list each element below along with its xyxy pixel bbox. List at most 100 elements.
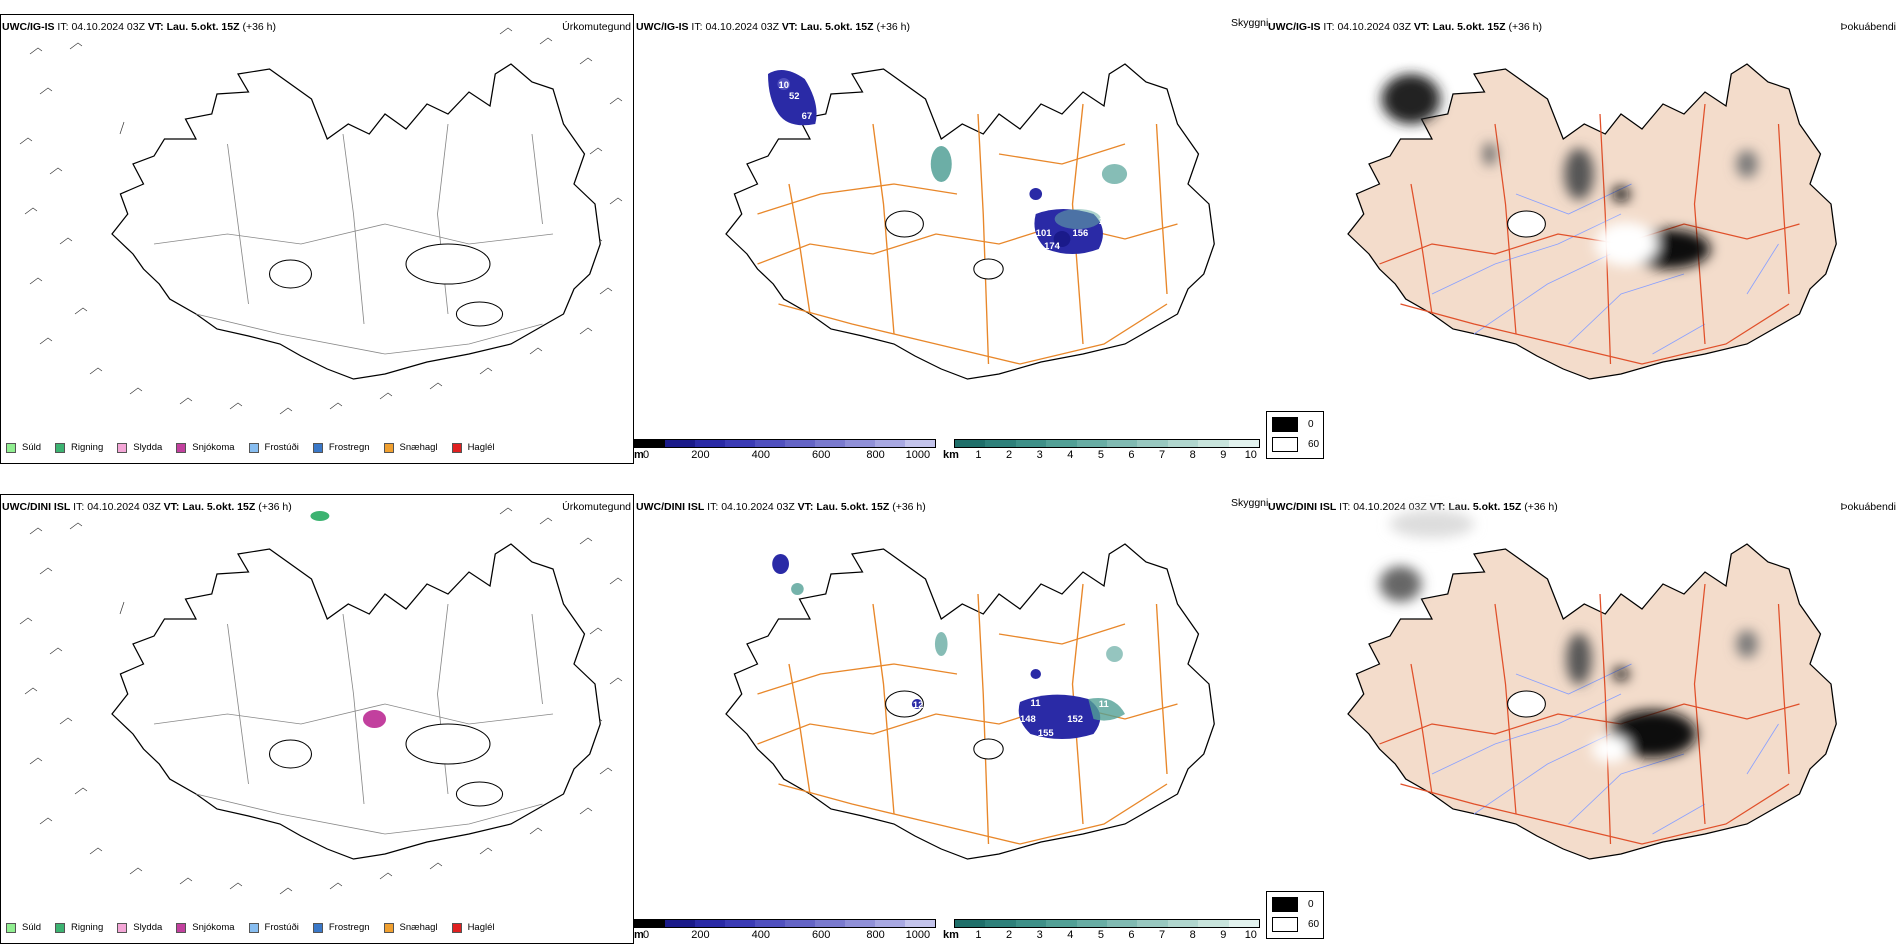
vis-fields	[768, 70, 1128, 254]
legend-item: Súld	[6, 442, 41, 453]
vt-label: VT:	[163, 501, 180, 513]
vis-label: 174	[1044, 241, 1061, 251]
colorbar-ticks: 0 200 400 600 800 1000	[634, 928, 936, 942]
vt-value: Lau. 5.okt. 15Z	[1432, 21, 1506, 33]
roads	[153, 123, 554, 355]
colorbar-cells	[634, 919, 936, 928]
colorbar-unit: km	[943, 449, 959, 461]
vis-fields	[772, 554, 1125, 739]
tick-label: 0	[643, 929, 650, 941]
legend-label: Snjókoma	[192, 922, 235, 933]
colorbar-ticks: 1 2 3 4 5 6 7 8 9 10	[954, 448, 1260, 462]
colorbar-cells	[954, 439, 1260, 448]
legend-label: Frostregn	[328, 922, 370, 933]
rain-area	[310, 511, 330, 521]
tick-label: 600	[812, 449, 831, 461]
panel-title: Skyggni	[1231, 17, 1269, 29]
vis-label: 67	[802, 111, 813, 121]
tick-label: 1	[975, 449, 982, 461]
vis-label: 12	[913, 700, 924, 710]
vt-label: VT:	[1429, 501, 1446, 513]
panel-frame	[0, 494, 634, 944]
vis-label: 10	[779, 80, 790, 90]
legend-swatch	[248, 922, 259, 933]
legend-swatch	[248, 442, 259, 453]
tick-label: 200	[691, 929, 710, 941]
legend-item: Rigning	[55, 442, 103, 453]
it-label: IT:	[57, 21, 69, 33]
it-value: 04.10.2024 03Z	[87, 501, 161, 513]
visibility-m-colorbar: 0 200 400 600 800 1000	[634, 919, 936, 942]
vis-label: 11	[1099, 699, 1109, 709]
fog-panel-top: UWC/IG-IS IT: 04.10.2024 03Z VT: Lau. 5.…	[1266, 14, 1900, 464]
legend-item: Frostúði	[248, 922, 299, 933]
it-label: IT:	[691, 21, 703, 33]
legend-item: Slydda	[117, 922, 162, 933]
precip-type-legend: Súld Rigning Slydda Snjókoma Frostúði Fr…	[6, 442, 509, 453]
tick-label: 9	[1220, 929, 1227, 941]
roads	[1379, 583, 1800, 845]
tick-label: 6	[1128, 449, 1135, 461]
legend-swatch	[383, 442, 394, 453]
legend-label: Snjókoma	[192, 442, 235, 453]
it-label: IT:	[73, 501, 85, 513]
legend-item: Snjókoma	[176, 442, 235, 453]
panel-title: Þokuábendi	[1840, 501, 1896, 513]
lead-time: (+36 h)	[242, 21, 277, 33]
legend-label: Súld	[22, 922, 42, 933]
legend-label: Slydda	[133, 922, 163, 933]
fog-legend: 0 60	[1266, 891, 1324, 939]
it-label: IT:	[1323, 21, 1335, 33]
lead-time: (+36 h)	[1524, 501, 1558, 513]
tick-label: 3	[1036, 929, 1043, 941]
legend-label: Haglél	[467, 442, 495, 453]
tick-label: 7	[1159, 929, 1166, 941]
tick-label: 1000	[905, 449, 931, 461]
legend-item: Frostregn	[312, 922, 370, 933]
colorbar-cells	[954, 919, 1260, 928]
legend-item: Snæhagl	[383, 922, 438, 933]
legend-label: Rigning	[71, 442, 104, 453]
legend-item: Slydda	[117, 442, 162, 453]
vis-label: 148	[1020, 714, 1036, 724]
model-name: UWC/IG-IS	[1268, 21, 1321, 33]
tick-label: 600	[812, 929, 831, 941]
fog-legend-row: 0	[1272, 417, 1314, 432]
tick-label: 6	[1128, 929, 1135, 941]
run-header: UWC/IG-IS IT: 04.10.2024 03Z VT: Lau. 5.…	[636, 21, 910, 33]
tick-label: 2	[1006, 929, 1013, 941]
legend-swatch	[117, 922, 128, 933]
it-value: 04.10.2024 03Z	[1337, 21, 1411, 33]
vt-value: Lau. 5.okt. 15Z	[800, 21, 874, 33]
run-header: UWC/DINI ISL IT: 04.10.2024 03Z VT: Lau.…	[2, 501, 292, 513]
legend-item: Frostregn	[312, 442, 370, 453]
vt-label: VT:	[1413, 21, 1430, 33]
model-name: UWC/DINI ISL	[1268, 501, 1337, 513]
tick-label: 8	[1189, 449, 1196, 461]
legend-swatch	[6, 922, 16, 933]
tick-label: 200	[691, 449, 710, 461]
legend-swatch	[176, 922, 187, 933]
fog-legend-label: 60	[1308, 439, 1320, 450]
panel-title: Úrkomutegund	[562, 21, 631, 33]
visibility-km-colorbar: 1 2 3 4 5 6 7 8 9 10	[954, 439, 1260, 462]
fog-swatch	[1272, 917, 1298, 932]
vt-value: Lau. 5.okt. 15Z	[1448, 501, 1522, 513]
legend-item: Haglél	[451, 442, 495, 453]
roads	[153, 603, 554, 835]
tick-label: 9	[1220, 449, 1227, 461]
model-name: UWC/DINI ISL	[636, 501, 705, 513]
visibility-panel-bottom: UWC/DINI ISL IT: 04.10.2024 03Z VT: Lau.…	[634, 494, 1274, 944]
it-value: 04.10.2024 03Z	[71, 21, 145, 33]
it-value: 04.10.2024 03Z	[721, 501, 795, 513]
legend-item: Rigning	[55, 922, 103, 933]
fog-legend-label: 0	[1308, 899, 1314, 910]
legend-label: Súld	[22, 442, 42, 453]
visibility-map: 12 11 148 152 155 11	[725, 543, 1215, 860]
legend-swatch	[451, 922, 462, 933]
vt-label: VT:	[147, 21, 164, 33]
legend-label: Frostregn	[328, 442, 370, 453]
legend-label: Frostúði	[264, 922, 299, 933]
vis-label: 152	[1067, 714, 1083, 724]
roads	[757, 103, 1178, 365]
